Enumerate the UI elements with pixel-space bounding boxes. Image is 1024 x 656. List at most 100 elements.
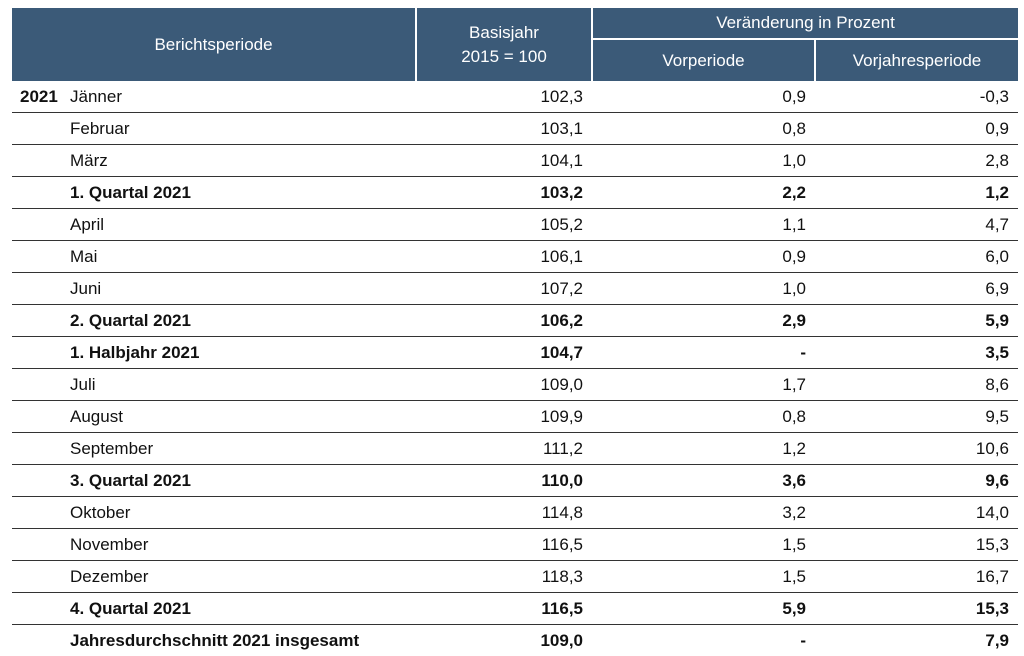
- cell-vorjahresperiode: 0,9: [815, 113, 1018, 145]
- header-basisjahr-line2: 2015 = 100: [417, 45, 591, 69]
- cell-year: [12, 529, 70, 561]
- cell-vorperiode: -: [592, 337, 815, 369]
- cell-year: 2021: [12, 81, 70, 113]
- cell-year: [12, 625, 70, 656]
- cell-vorperiode: 0,8: [592, 113, 815, 145]
- header-berichtsperiode: Berichtsperiode: [12, 8, 416, 81]
- cell-vorjahresperiode: 9,6: [815, 465, 1018, 497]
- cell-vorperiode: 1,5: [592, 561, 815, 593]
- cell-period: 2. Quartal 2021: [70, 305, 416, 337]
- cell-vorjahresperiode: 6,9: [815, 273, 1018, 305]
- cell-year: [12, 465, 70, 497]
- cell-year: [12, 305, 70, 337]
- cell-vorperiode: 1,0: [592, 273, 815, 305]
- cell-period: Oktober: [70, 497, 416, 529]
- cell-year: [12, 241, 70, 273]
- cell-vorperiode: 2,9: [592, 305, 815, 337]
- cell-year: [12, 273, 70, 305]
- cell-period: August: [70, 401, 416, 433]
- header-veraenderung: Veränderung in Prozent: [592, 8, 1018, 39]
- cell-vorjahresperiode: 3,5: [815, 337, 1018, 369]
- cell-vorperiode: 3,6: [592, 465, 815, 497]
- cell-vorperiode: 1,1: [592, 209, 815, 241]
- cell-year: [12, 593, 70, 625]
- cell-index: 104,1: [416, 145, 592, 177]
- header-basisjahr-line1: Basisjahr: [417, 21, 591, 45]
- cell-year: [12, 177, 70, 209]
- cell-period: Dezember: [70, 561, 416, 593]
- cell-index: 111,2: [416, 433, 592, 465]
- cell-vorjahresperiode: 7,9: [815, 625, 1018, 656]
- cell-vorperiode: 0,9: [592, 241, 815, 273]
- cell-period: Jänner: [70, 81, 416, 113]
- cell-vorjahresperiode: 4,7: [815, 209, 1018, 241]
- cell-index: 109,0: [416, 625, 592, 656]
- cell-vorjahresperiode: 16,7: [815, 561, 1018, 593]
- cell-vorjahresperiode: 8,6: [815, 369, 1018, 401]
- cell-index: 110,0: [416, 465, 592, 497]
- cell-period: Februar: [70, 113, 416, 145]
- cell-year: [12, 113, 70, 145]
- cell-year: [12, 433, 70, 465]
- cell-vorperiode: 1,7: [592, 369, 815, 401]
- cell-index: 116,5: [416, 529, 592, 561]
- cell-vorperiode: 1,2: [592, 433, 815, 465]
- cell-period: 3. Quartal 2021: [70, 465, 416, 497]
- header-vorjahresperiode: Vorjahresperiode: [815, 39, 1018, 81]
- cell-vorjahresperiode: 2,8: [815, 145, 1018, 177]
- cell-vorjahresperiode: 6,0: [815, 241, 1018, 273]
- cell-vorjahresperiode: 9,5: [815, 401, 1018, 433]
- cell-vorjahresperiode: 1,2: [815, 177, 1018, 209]
- header-vorperiode: Vorperiode: [592, 39, 815, 81]
- cell-index: 102,3: [416, 81, 592, 113]
- cell-period: März: [70, 145, 416, 177]
- cell-vorperiode: 1,0: [592, 145, 815, 177]
- cell-index: 114,8: [416, 497, 592, 529]
- cell-index: 104,7: [416, 337, 592, 369]
- cell-index: 103,1: [416, 113, 592, 145]
- cell-year: [12, 369, 70, 401]
- header-basisjahr: Basisjahr 2015 = 100: [416, 8, 592, 81]
- cell-period: Mai: [70, 241, 416, 273]
- cell-vorperiode: 3,2: [592, 497, 815, 529]
- cell-vorjahresperiode: 5,9: [815, 305, 1018, 337]
- cell-index: 106,1: [416, 241, 592, 273]
- cell-period: 4. Quartal 2021: [70, 593, 416, 625]
- cell-index: 106,2: [416, 305, 592, 337]
- cell-index: 109,0: [416, 369, 592, 401]
- cell-index: 103,2: [416, 177, 592, 209]
- cell-period: 1. Quartal 2021: [70, 177, 416, 209]
- cell-vorjahresperiode: 10,6: [815, 433, 1018, 465]
- cell-year: [12, 337, 70, 369]
- cell-year: [12, 497, 70, 529]
- cell-year: [12, 145, 70, 177]
- cell-vorjahresperiode: 14,0: [815, 497, 1018, 529]
- cell-index: 105,2: [416, 209, 592, 241]
- cell-year: [12, 401, 70, 433]
- cell-year: [12, 561, 70, 593]
- cell-vorjahresperiode: 15,3: [815, 593, 1018, 625]
- cell-period: Jahresdurchschnitt 2021 insgesamt: [70, 625, 416, 656]
- cell-index: 116,5: [416, 593, 592, 625]
- cell-vorperiode: 5,9: [592, 593, 815, 625]
- cell-index: 118,3: [416, 561, 592, 593]
- cell-vorperiode: 2,2: [592, 177, 815, 209]
- cell-period: Juli: [70, 369, 416, 401]
- table-header: Berichtsperiode Basisjahr 2015 = 100 Ver…: [12, 8, 1018, 81]
